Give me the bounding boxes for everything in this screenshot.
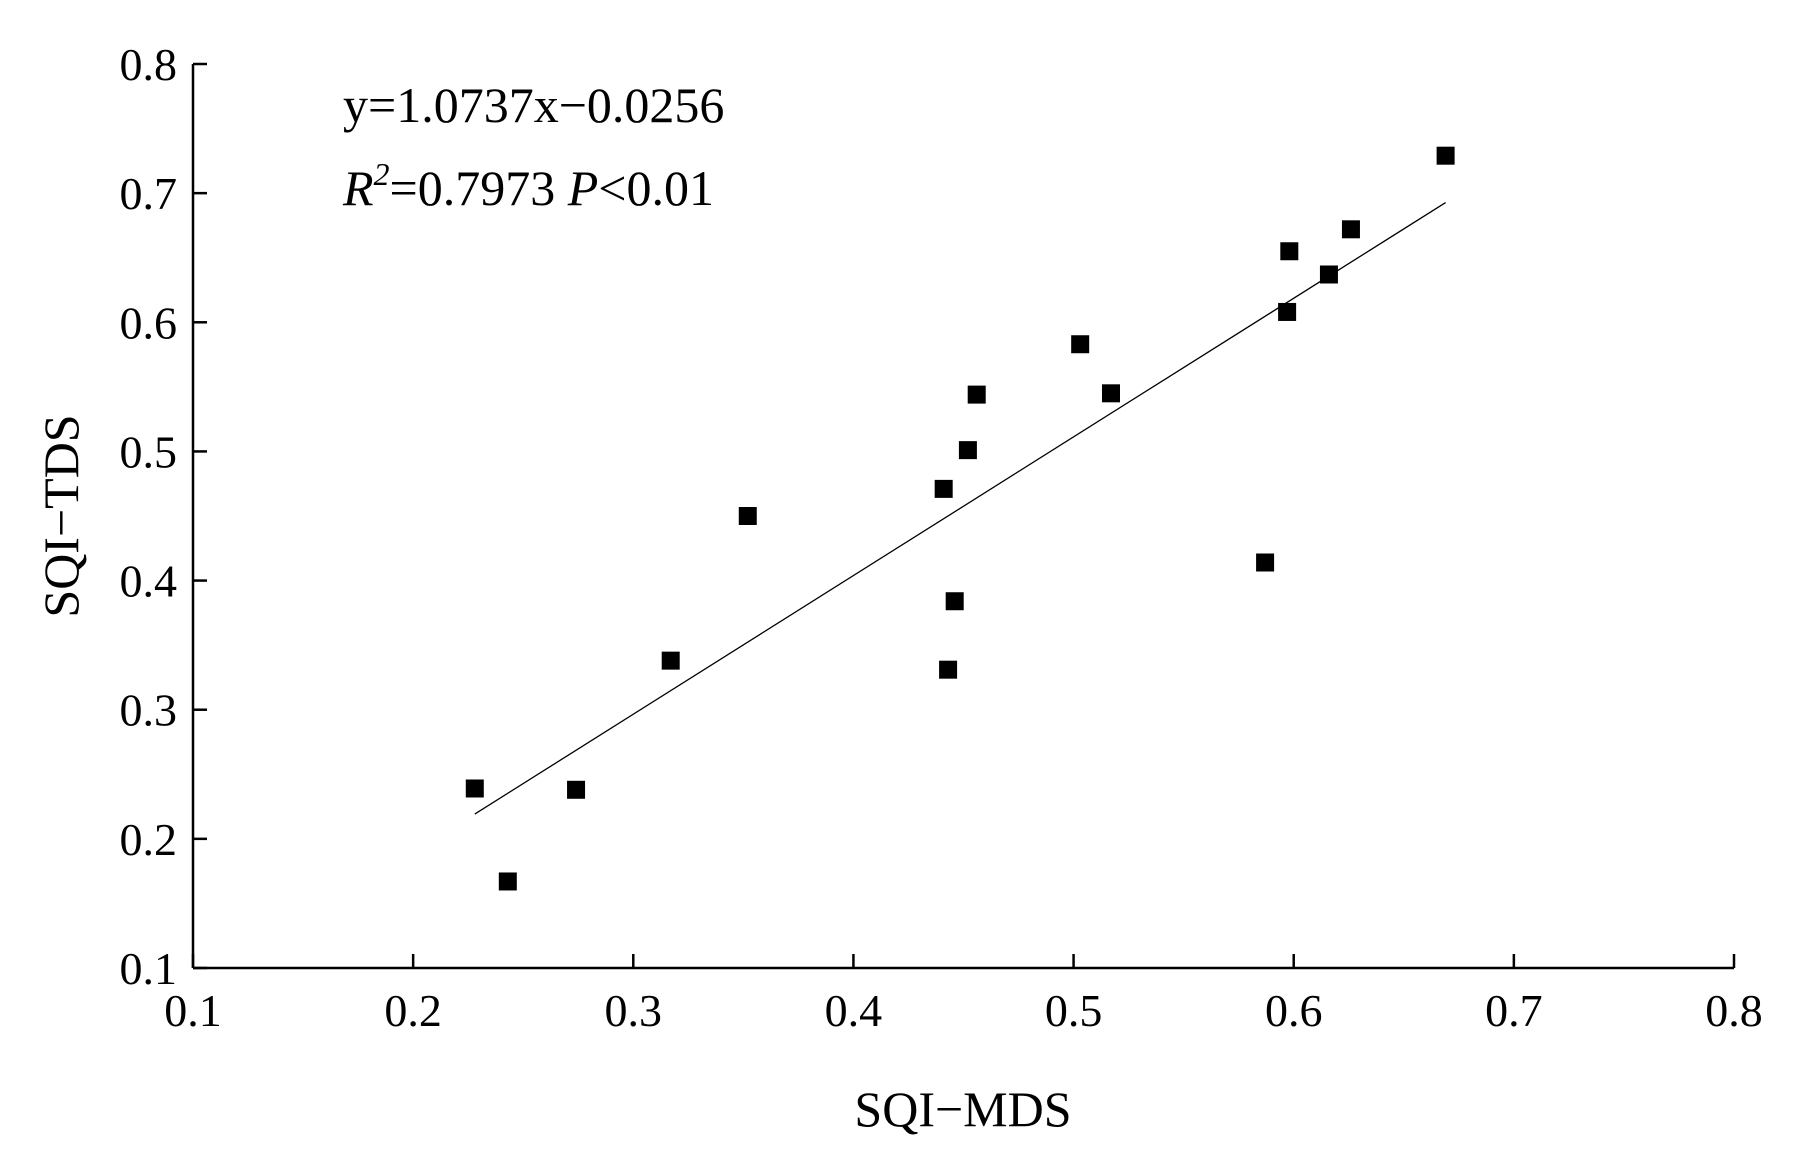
data-point: [1436, 146, 1455, 165]
x-tick-label: 0.4: [825, 985, 883, 1036]
x-tick-label: 0.8: [1705, 985, 1763, 1036]
x-axis-title: SQI−MDS: [854, 1081, 1071, 1137]
plot-area: 0.1 0.2 0.3 0.4 0.5 0.6 0.7 0.8 0.1 0.2 0.3 0.4 0.5…: [120, 39, 1763, 1036]
p-value: <0.01: [598, 160, 714, 216]
p-symbol: P: [567, 160, 599, 216]
x-tick-label: 0.5: [1045, 985, 1103, 1036]
r-value: =0.7973: [390, 160, 568, 216]
data-point: [1256, 553, 1275, 572]
data-point: [934, 479, 953, 498]
data-point: [661, 651, 680, 670]
r-exponent: 2: [374, 156, 390, 192]
x-tick-label: 0.3: [605, 985, 663, 1036]
y-tick-label: 0.3: [120, 685, 178, 736]
x-tick-label: 0.7: [1485, 985, 1543, 1036]
y-tick-label: 0.6: [120, 297, 178, 348]
y-tick-label: 0.1: [120, 943, 178, 994]
y-tick-label: 0.5: [120, 426, 178, 477]
x-tick-label: 0.6: [1265, 985, 1323, 1036]
data-point: [1280, 242, 1299, 261]
regression-line: [474, 202, 1446, 815]
data-point: [1278, 302, 1297, 321]
r-symbol: R: [342, 160, 374, 216]
y-tick-label: 0.4: [120, 556, 178, 607]
x-ticks: 0.1 0.2 0.3 0.4 0.5 0.6 0.7 0.8: [164, 954, 1763, 1036]
data-point: [958, 441, 977, 460]
x-tick-label: 0.1: [164, 985, 222, 1036]
y-tick-label: 0.2: [120, 814, 178, 865]
data-point: [567, 780, 586, 799]
data-point: [498, 872, 517, 891]
y-axis-title: SQI−TDS: [33, 414, 89, 617]
data-point: [939, 660, 958, 679]
data-point: [1319, 265, 1338, 284]
data-point: [1101, 384, 1120, 403]
data-point: [1071, 335, 1090, 354]
data-point: [465, 779, 484, 798]
data-point: [945, 592, 964, 611]
y-ticks: 0.1 0.2 0.3 0.4 0.5 0.6 0.7 0.8: [120, 39, 207, 994]
y-tick-label: 0.8: [120, 39, 178, 90]
data-point: [1341, 220, 1360, 239]
y-tick-label: 0.7: [120, 168, 178, 219]
data-points: [465, 146, 1455, 891]
data-point: [967, 385, 986, 404]
regression-equation: y=1.0737x−0.0256: [343, 77, 724, 133]
data-point: [738, 507, 757, 525]
x-tick-label: 0.2: [384, 985, 442, 1036]
r-squared-text: R2=0.7973 P<0.01: [342, 156, 714, 216]
